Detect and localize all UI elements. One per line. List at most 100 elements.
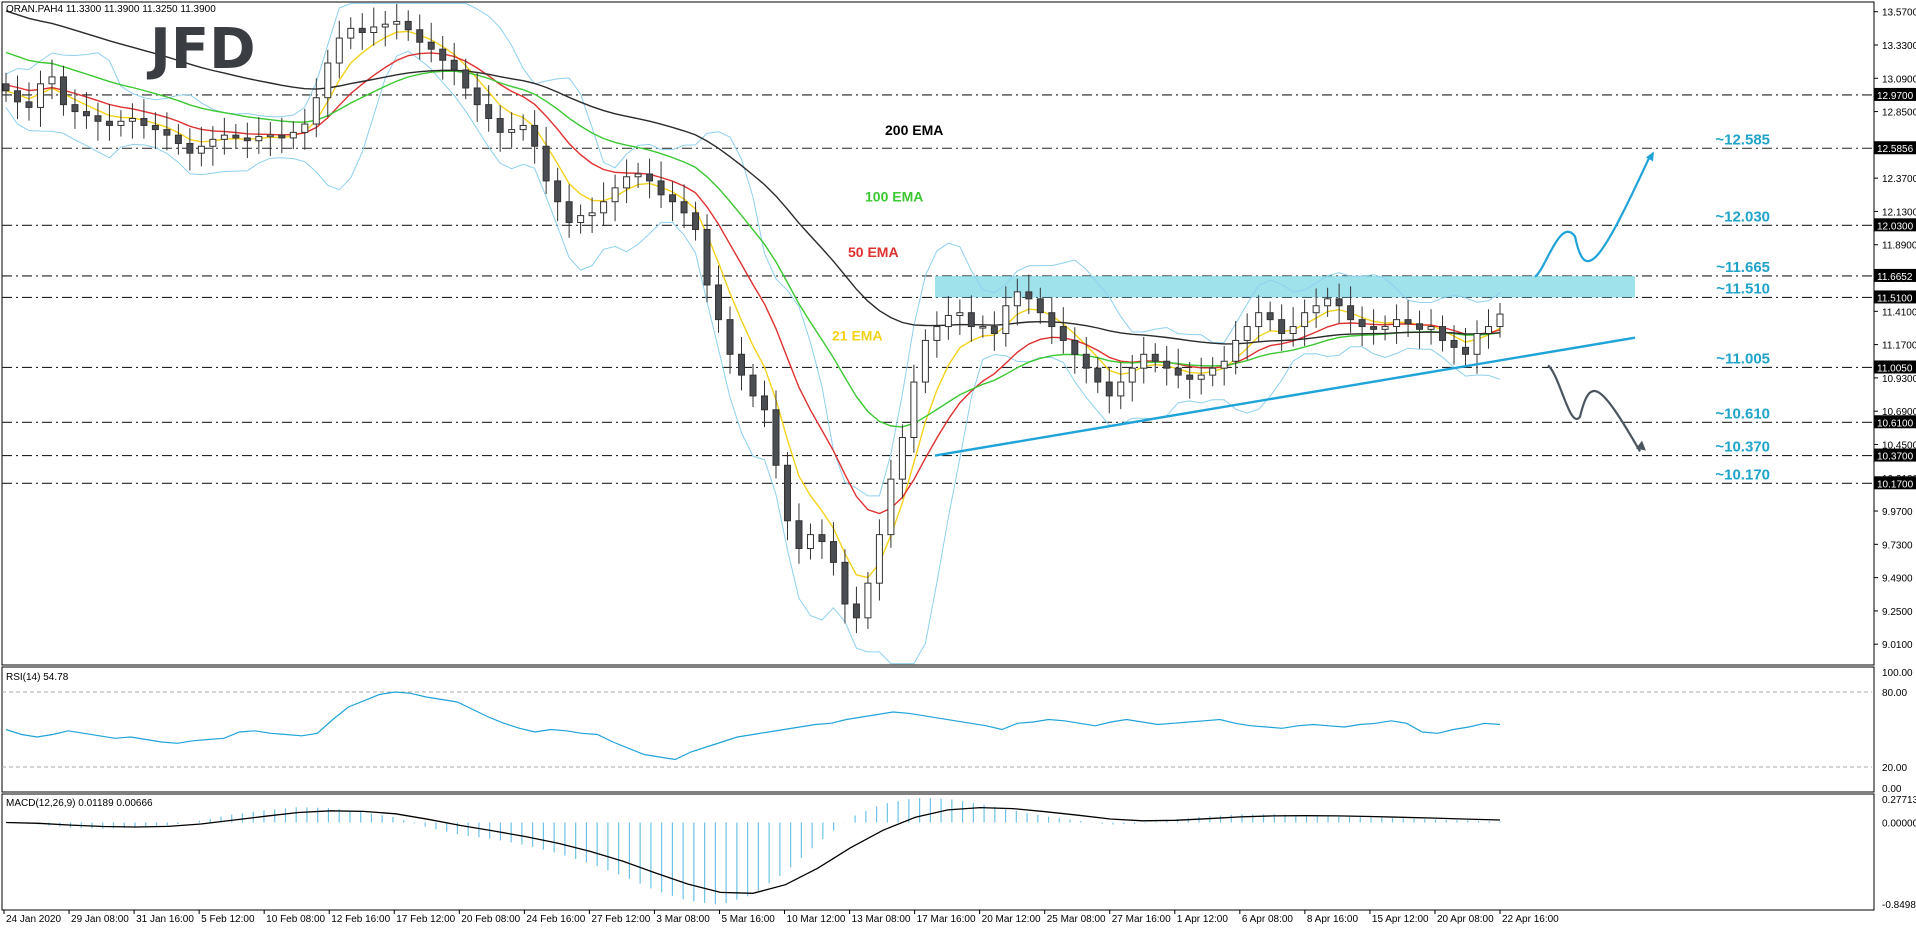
candle-body [335, 37, 343, 64]
candle-body [496, 118, 504, 133]
candle-body [577, 215, 585, 224]
price-box-label: 11.0050 [1877, 363, 1913, 374]
bullish-arrowhead [1646, 151, 1654, 162]
candle-body [1174, 367, 1182, 376]
y-tick-label: 9.7300 [1882, 540, 1913, 551]
candle-body [1427, 326, 1435, 330]
candle-body [1232, 339, 1240, 362]
x-tick-label: 3 Mar 08:00 [656, 914, 710, 925]
candle-body [450, 59, 458, 71]
candle-body [1128, 367, 1136, 383]
candle-body [933, 326, 941, 341]
candle-body [1473, 333, 1481, 355]
candle-body [1186, 374, 1194, 380]
x-tick-label: 31 Jan 16:00 [136, 914, 194, 925]
level-label: ~10.170 [1715, 466, 1770, 483]
candle-body [186, 142, 194, 154]
candle-body [680, 201, 688, 214]
price-box [1874, 476, 1916, 490]
y-tick-label: 12.8500 [1882, 108, 1916, 119]
candle-body [875, 534, 883, 584]
candle-body [1151, 353, 1159, 362]
candle-body [1071, 339, 1079, 355]
candle-body [887, 478, 895, 536]
candle-body [13, 90, 21, 103]
ema-21-line [5, 30, 1501, 579]
bearish-arrow-path [1547, 364, 1641, 452]
candle-body [1220, 360, 1228, 369]
rsi-indicator: 100.00 80.00 20.00 0.00 [2, 668, 1913, 795]
bearish-arrowhead [1636, 440, 1646, 451]
rsi-panel [1, 666, 1875, 793]
candle-body [703, 228, 711, 286]
candle-body [1496, 313, 1504, 328]
candle-body [59, 76, 67, 106]
candle-body [1347, 305, 1355, 321]
candle-body [243, 137, 251, 142]
candle-body [324, 62, 332, 99]
candle-body [473, 87, 481, 106]
candle-body [692, 212, 700, 230]
candle-body [519, 124, 527, 131]
candle-body [1002, 305, 1010, 334]
candle-body [738, 353, 746, 376]
bollinger-lower [5, 50, 1501, 665]
y-tick-label: 10.6900 [1882, 407, 1916, 418]
x-tick-label: 24 Jan 2020 [6, 914, 61, 925]
candle-body [1289, 326, 1297, 334]
macd-signal-line [5, 806, 1501, 894]
candle-body [1163, 360, 1171, 369]
ema-label: 50 EMA [848, 244, 899, 260]
bollinger-bands [5, 2, 1501, 665]
x-tick-label: 1 Apr 12:00 [1177, 914, 1229, 925]
candle-body [117, 120, 125, 126]
jfd-logo: JFD [146, 17, 256, 82]
candle-body [1450, 339, 1458, 348]
candle-body [1094, 367, 1102, 383]
candle-body [1197, 374, 1205, 380]
candle-body [921, 339, 929, 383]
candle-body [1439, 326, 1447, 341]
ema-50-line [5, 52, 1501, 515]
candle-body [232, 134, 240, 139]
candle-body [1301, 312, 1309, 328]
candle-body [1209, 367, 1217, 376]
candle-body [829, 541, 837, 563]
candle-body [1059, 326, 1067, 341]
price-axis: 13.570013.330013.090012.850012.610012.37… [1874, 8, 1916, 651]
ema-200-line [5, 10, 1501, 345]
candle-body [898, 437, 906, 480]
candle-body [1048, 312, 1056, 328]
candle-body [128, 118, 136, 122]
price-box [1874, 290, 1916, 304]
level-label: ~10.370 [1715, 439, 1770, 456]
level-label: ~10.610 [1715, 405, 1770, 422]
x-tick-label: 27 Feb 12:00 [591, 914, 650, 925]
ema-labels: 200 EMA 100 EMA 50 EMA 21 EMA [832, 122, 943, 343]
candle-body [1255, 312, 1263, 328]
candle-body [255, 136, 263, 142]
rsi-line [5, 691, 1501, 761]
candle-body [1105, 381, 1113, 397]
candle-body [634, 173, 642, 178]
x-tick-label: 20 Feb 08:00 [461, 914, 520, 925]
x-tick-label: 22 Apr 16:00 [1502, 914, 1559, 925]
candle-body [531, 124, 539, 147]
candle-body [1025, 291, 1033, 300]
bollinger-upper [5, 2, 1501, 497]
x-tick-label: 8 Apr 16:00 [1307, 914, 1359, 925]
candle-body [2, 83, 10, 92]
candle-body [301, 123, 309, 133]
candle-body [82, 111, 90, 117]
candle-body [416, 29, 424, 43]
price-box-label: 10.3700 [1877, 452, 1914, 463]
macd-tick: 0.27713 [1882, 795, 1916, 806]
candle-body [209, 138, 217, 147]
candle-body [1140, 353, 1148, 369]
candle-body [1462, 346, 1470, 355]
candle-body [140, 118, 148, 126]
candle-body [783, 464, 791, 522]
price-box [1874, 141, 1916, 155]
candle-body [370, 26, 378, 34]
